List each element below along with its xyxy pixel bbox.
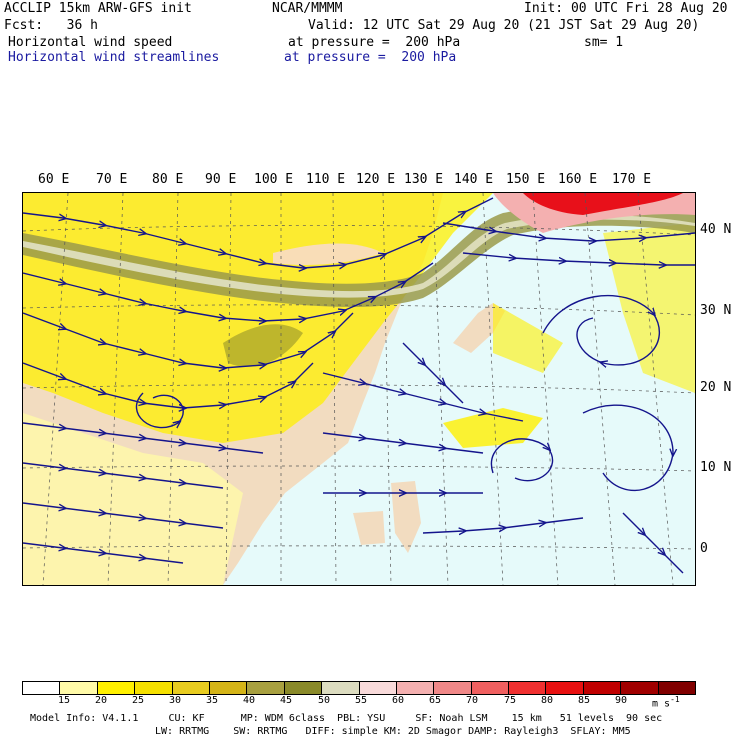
lon-label: 130 E <box>404 172 444 187</box>
colorbar-label: 80 <box>541 695 554 706</box>
colorbar-swatch <box>208 682 247 694</box>
colorbar-swatch <box>545 682 583 694</box>
colorbar-label: 30 <box>169 695 182 706</box>
jet-core <box>23 214 695 298</box>
speed-fill-yellow-4 <box>493 303 563 373</box>
colorbar-unit: m s-1 <box>652 695 680 710</box>
colorbar-swatch <box>508 682 546 694</box>
streamlines <box>23 197 695 574</box>
valid-time: Valid: 12 UTC Sat 29 Aug 20 (21 JST Sat … <box>308 18 700 33</box>
lon-label: 170 E <box>612 172 652 187</box>
model-title: ACCLIP 15km ARW-GFS init <box>4 1 192 16</box>
colorbar-label: 55 <box>355 695 368 706</box>
colorbar-label: 65 <box>429 695 442 706</box>
colorbar-swatch <box>321 682 359 694</box>
land-borneo <box>353 511 385 545</box>
lon-label: 110 E <box>306 172 346 187</box>
wind-map <box>23 193 695 585</box>
lon-label: 150 E <box>506 172 546 187</box>
lat-label: 40 N <box>700 222 732 237</box>
colorbar-label: 40 <box>243 695 256 706</box>
lon-label: 160 E <box>558 172 598 187</box>
colorbar-label: 60 <box>392 695 405 706</box>
colorbar-swatch <box>620 682 658 694</box>
colorbar-swatch <box>395 682 434 694</box>
lon-label: 80 E <box>152 172 184 187</box>
field-streamlines: Horizontal wind streamlines <box>8 50 220 65</box>
lon-label: 120 E <box>356 172 396 187</box>
speed-fill-light-yellow <box>23 413 243 585</box>
colorbar-swatch <box>134 682 172 694</box>
lat-label: 0 <box>700 541 708 556</box>
colorbar-label: 15 <box>58 695 71 706</box>
lat-label: 30 N <box>700 303 732 318</box>
colorbar-label: 25 <box>132 695 145 706</box>
colorbar-swatch <box>470 682 509 694</box>
field-wind-speed-level: at pressure = 200 hPa <box>288 35 461 50</box>
colorbar-label: 75 <box>504 695 517 706</box>
center-label: NCAR/MMMM <box>272 1 343 16</box>
field-wind-speed: Horizontal wind speed <box>8 35 173 50</box>
lon-label: 90 E <box>205 172 237 187</box>
colorbar-swatch <box>657 682 696 694</box>
lon-label: 70 E <box>96 172 128 187</box>
land-philippines <box>391 481 421 553</box>
colorbar-label: 20 <box>95 695 108 706</box>
colorbar-swatch <box>171 682 209 694</box>
colorbar-swatch <box>433 682 471 694</box>
smoothing-label: sm= 1 <box>584 35 624 50</box>
init-time: Init: 00 UTC Fri 28 Aug 20 <box>524 1 728 16</box>
lat-label: 20 N <box>700 380 732 395</box>
colorbar-swatch <box>23 682 60 694</box>
field-streamlines-level: at pressure = 200 hPa <box>284 50 457 65</box>
colorbar-swatch <box>96 682 135 694</box>
colorbar-label: 70 <box>466 695 479 706</box>
colorbar-swatch <box>358 682 396 694</box>
colorbar-label: 45 <box>280 695 293 706</box>
land-japan <box>453 303 505 353</box>
model-info-line2: LW: RRTMG SW: RRTMG DIFF: simple KM: 2D … <box>155 726 631 737</box>
colorbar-label: 50 <box>318 695 331 706</box>
lon-label: 60 E <box>38 172 70 187</box>
colorbar-swatch <box>283 682 322 694</box>
colorbar-label: 90 <box>615 695 628 706</box>
colorbar-swatch <box>582 682 621 694</box>
lon-label: 100 E <box>254 172 294 187</box>
colorbar-label: 85 <box>578 695 591 706</box>
jet-max-core <box>523 193 683 215</box>
speed-fill-yellow-2 <box>443 408 543 448</box>
lat-label: 10 N <box>700 460 732 475</box>
forecast-hour: Fcst: 36 h <box>4 18 98 33</box>
colorbar-swatch <box>59 682 97 694</box>
colorbar-label: 35 <box>206 695 219 706</box>
colorbar-swatch <box>246 682 284 694</box>
colorbar <box>22 681 696 695</box>
lon-label: 140 E <box>454 172 494 187</box>
map-panel <box>22 192 696 586</box>
model-info-line1: Model Info: V4.1.1 CU: KF MP: WDM 6class… <box>30 713 663 724</box>
